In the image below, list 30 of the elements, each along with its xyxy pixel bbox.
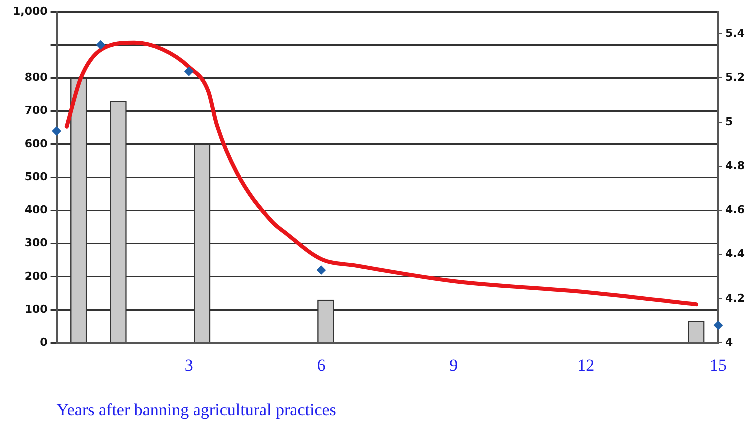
y-tick-label: 0 [40, 336, 48, 350]
y-tick-label: 200 [24, 270, 48, 283]
y2-tick-label: 5 [726, 115, 734, 128]
point [184, 67, 194, 76]
y2-tick-label: 4.6 [726, 204, 746, 217]
y-tick-label: 300 [24, 236, 48, 250]
y-tick-label: 400 [24, 204, 48, 217]
y-tick-label: 1,000 [12, 4, 48, 18]
y2-tick-label: 4.4 [726, 248, 746, 261]
x-axis-title: Years after banning agricultural practices [56, 400, 336, 420]
y-tick-label: 100 [24, 302, 48, 316]
line-series [64, 40, 698, 307]
point [316, 266, 326, 275]
point [52, 126, 62, 136]
point [96, 40, 106, 50]
y2-tick-label: 4.2 [726, 292, 746, 305]
y-tick-label: 500 [24, 170, 48, 184]
y2-tick-label: 4 [726, 336, 734, 350]
x-tick-label: 6 [317, 356, 326, 375]
y2-tick-label: 5.2 [726, 71, 746, 84]
y-tick-label: 700 [24, 104, 48, 118]
point [714, 321, 724, 330]
y-tick-label: 600 [24, 137, 48, 150]
x-tick-label: 3 [184, 356, 194, 375]
y-tick-label: 800 [24, 71, 48, 84]
x-tick-label: 15 [710, 356, 728, 375]
x-tick-label: 9 [450, 356, 458, 375]
y2-tick-label: 4.8 [726, 159, 746, 172]
x-tick-label: 12 [578, 356, 595, 375]
y2-tick-label: 5.4 [726, 26, 746, 40]
